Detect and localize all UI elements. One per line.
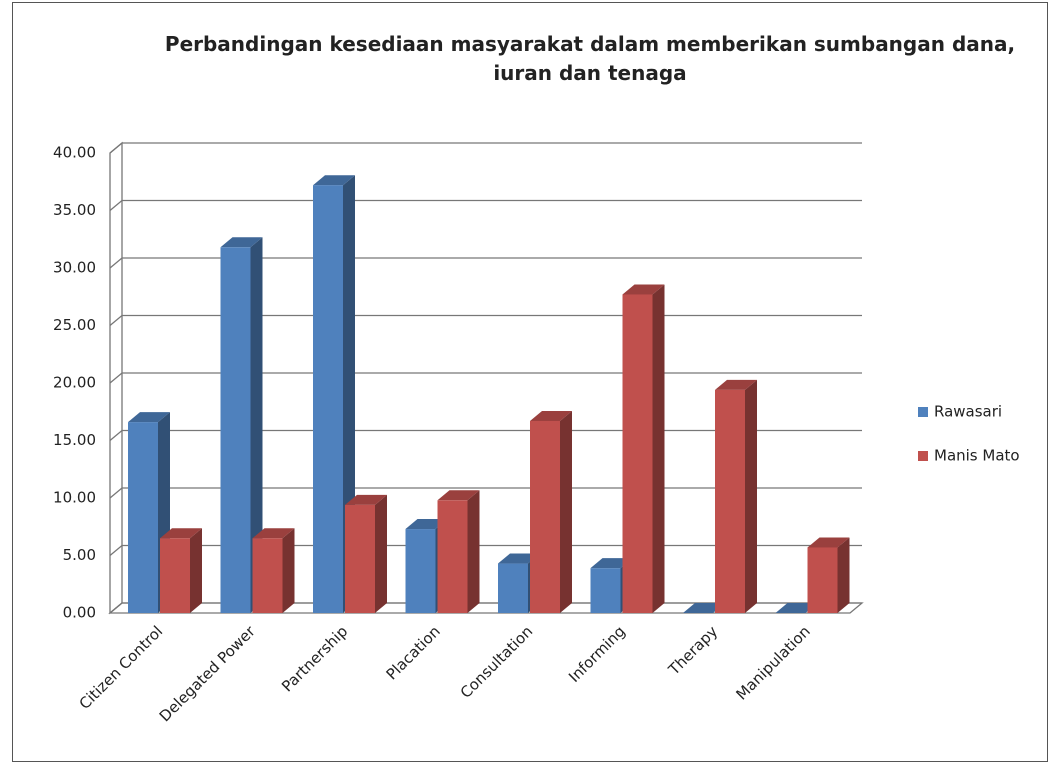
grid-line	[109, 199, 862, 211]
y-tick-label: 0.00	[63, 604, 96, 622]
legend-swatch	[918, 451, 928, 461]
bar	[252, 528, 295, 613]
grid-line	[109, 429, 862, 441]
bar-top	[807, 537, 850, 548]
bar-front	[530, 420, 560, 613]
y-tick-label: 40.00	[53, 144, 96, 162]
x-tick-label: Placation	[383, 622, 444, 683]
chart-title: Perbandingan kesediaan masyarakat dalam …	[164, 32, 1016, 85]
bar	[775, 603, 818, 613]
grid-line	[109, 544, 862, 556]
bar-front	[160, 538, 190, 613]
x-tick-label: Consultation	[457, 622, 537, 702]
grid-line	[109, 142, 862, 154]
x-tick-label: Informing	[565, 622, 629, 686]
bar-side	[250, 237, 263, 614]
bar-side	[837, 537, 850, 613]
bar	[807, 537, 850, 613]
bar-top	[160, 528, 202, 539]
y-tick-label: 20.00	[53, 374, 96, 392]
y-tick-label: 15.00	[53, 431, 96, 449]
y-tick-label: 10.00	[53, 489, 96, 507]
bar-front	[405, 529, 436, 613]
x-tick-label: Therapy	[664, 622, 721, 679]
bar-top	[498, 553, 540, 564]
bar	[622, 284, 665, 613]
chart-frame	[12, 2, 1048, 762]
bar-front	[345, 504, 375, 613]
x-tick-label: Manipulation	[732, 622, 813, 703]
x-tick-label: Citizen Control	[76, 622, 167, 713]
bar-top	[128, 412, 170, 423]
bar-top	[775, 603, 818, 613]
bar-front	[622, 294, 653, 613]
y-tick-label: 30.00	[53, 259, 96, 277]
bar-top	[622, 284, 665, 295]
bar-front	[437, 500, 468, 613]
bar-top	[530, 410, 572, 421]
bar-top	[313, 175, 355, 186]
bar-front	[128, 422, 158, 613]
bar-side	[190, 528, 202, 613]
y-tick-label: 25.00	[53, 316, 96, 334]
legend-label: Manis Mato	[934, 447, 1020, 465]
bar-top	[437, 490, 480, 501]
bar	[715, 379, 757, 613]
bar-front	[807, 547, 838, 613]
bar	[437, 490, 480, 613]
bar-front	[220, 247, 251, 614]
bar	[683, 603, 725, 613]
legend-label: Rawasari	[934, 403, 1002, 421]
grid-line	[109, 372, 862, 384]
bar-side	[560, 410, 572, 613]
bar	[530, 410, 572, 613]
grid-line	[109, 257, 862, 269]
bar-top	[220, 237, 263, 248]
bar-front	[590, 568, 621, 613]
bar-front	[313, 185, 343, 613]
bar-side	[652, 284, 665, 613]
grid-line	[109, 487, 862, 499]
bar-top	[715, 379, 757, 390]
bar-side	[745, 379, 757, 613]
bar-top	[590, 558, 633, 569]
bar	[220, 237, 263, 614]
legend-swatch	[918, 407, 928, 417]
bar-top	[683, 603, 725, 613]
bar	[160, 528, 202, 613]
bar-top	[405, 519, 448, 530]
bar-side	[375, 494, 387, 613]
y-tick-label: 5.00	[63, 546, 96, 564]
x-tick-label: Partnership	[278, 622, 351, 695]
bar-front	[252, 538, 283, 613]
bar-top	[345, 494, 387, 505]
bar-front	[498, 563, 528, 613]
bar	[345, 494, 387, 613]
x-tick-label: Delegated Power	[156, 622, 260, 726]
bar	[313, 175, 355, 613]
grid-line	[109, 314, 862, 326]
bar-top	[252, 528, 295, 539]
bar-side	[282, 528, 295, 613]
bar-side	[467, 490, 480, 613]
y-tick-label: 35.00	[53, 201, 96, 219]
bar-front	[715, 389, 745, 613]
